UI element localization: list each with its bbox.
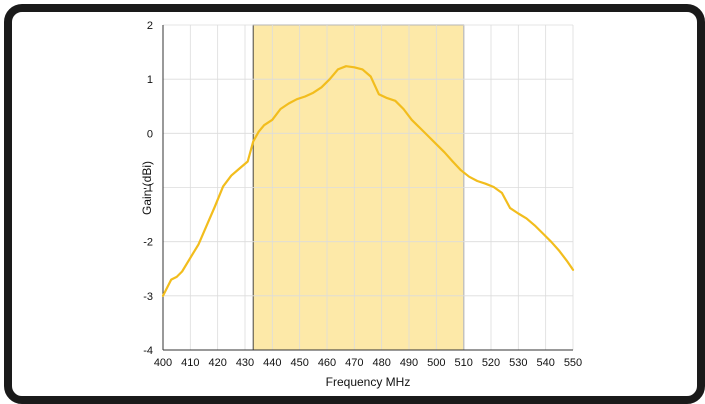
x-tick-label: 440 — [263, 357, 281, 369]
x-tick-label: 430 — [236, 357, 254, 369]
x-tick-label: 540 — [536, 357, 554, 369]
x-tick-label: 520 — [482, 357, 500, 369]
x-tick-label: 420 — [208, 357, 226, 369]
y-tick-label: 2 — [147, 20, 153, 32]
x-tick-label: 400 — [154, 357, 172, 369]
y-tick-label: -2 — [143, 237, 153, 249]
x-tick-label: 550 — [564, 357, 582, 369]
y-tick-label: 0 — [147, 128, 153, 140]
x-tick-labels: 400 410 420 430 440 450 460 470 480 490 500 510 520 5… — [154, 357, 582, 369]
y-tick-label: 1 — [147, 74, 153, 86]
y-tick-label: -4 — [143, 345, 153, 357]
x-axis-title: Frequency MHz — [326, 375, 411, 389]
y-tick-labels: -4 -3 -2 -1 0 1 2 — [143, 20, 153, 357]
y-tick-label: -3 — [143, 291, 153, 303]
x-tick-label: 410 — [181, 357, 199, 369]
gain-series-line — [161, 65, 575, 297]
series-layer — [161, 65, 575, 297]
x-tick-label: 490 — [400, 357, 418, 369]
x-tick-label: 480 — [372, 357, 390, 369]
x-tick-label: 530 — [509, 357, 527, 369]
x-tick-label: 470 — [345, 357, 363, 369]
x-tick-label: 450 — [290, 357, 308, 369]
y-tick-label: -1 — [143, 183, 153, 195]
grid-layer — [162, 24, 574, 351]
x-tick-label: 510 — [454, 357, 472, 369]
x-tick-label: 460 — [318, 357, 336, 369]
x-tick-label: 500 — [427, 357, 445, 369]
y-axis-title: Gain (dBi) — [140, 161, 154, 215]
